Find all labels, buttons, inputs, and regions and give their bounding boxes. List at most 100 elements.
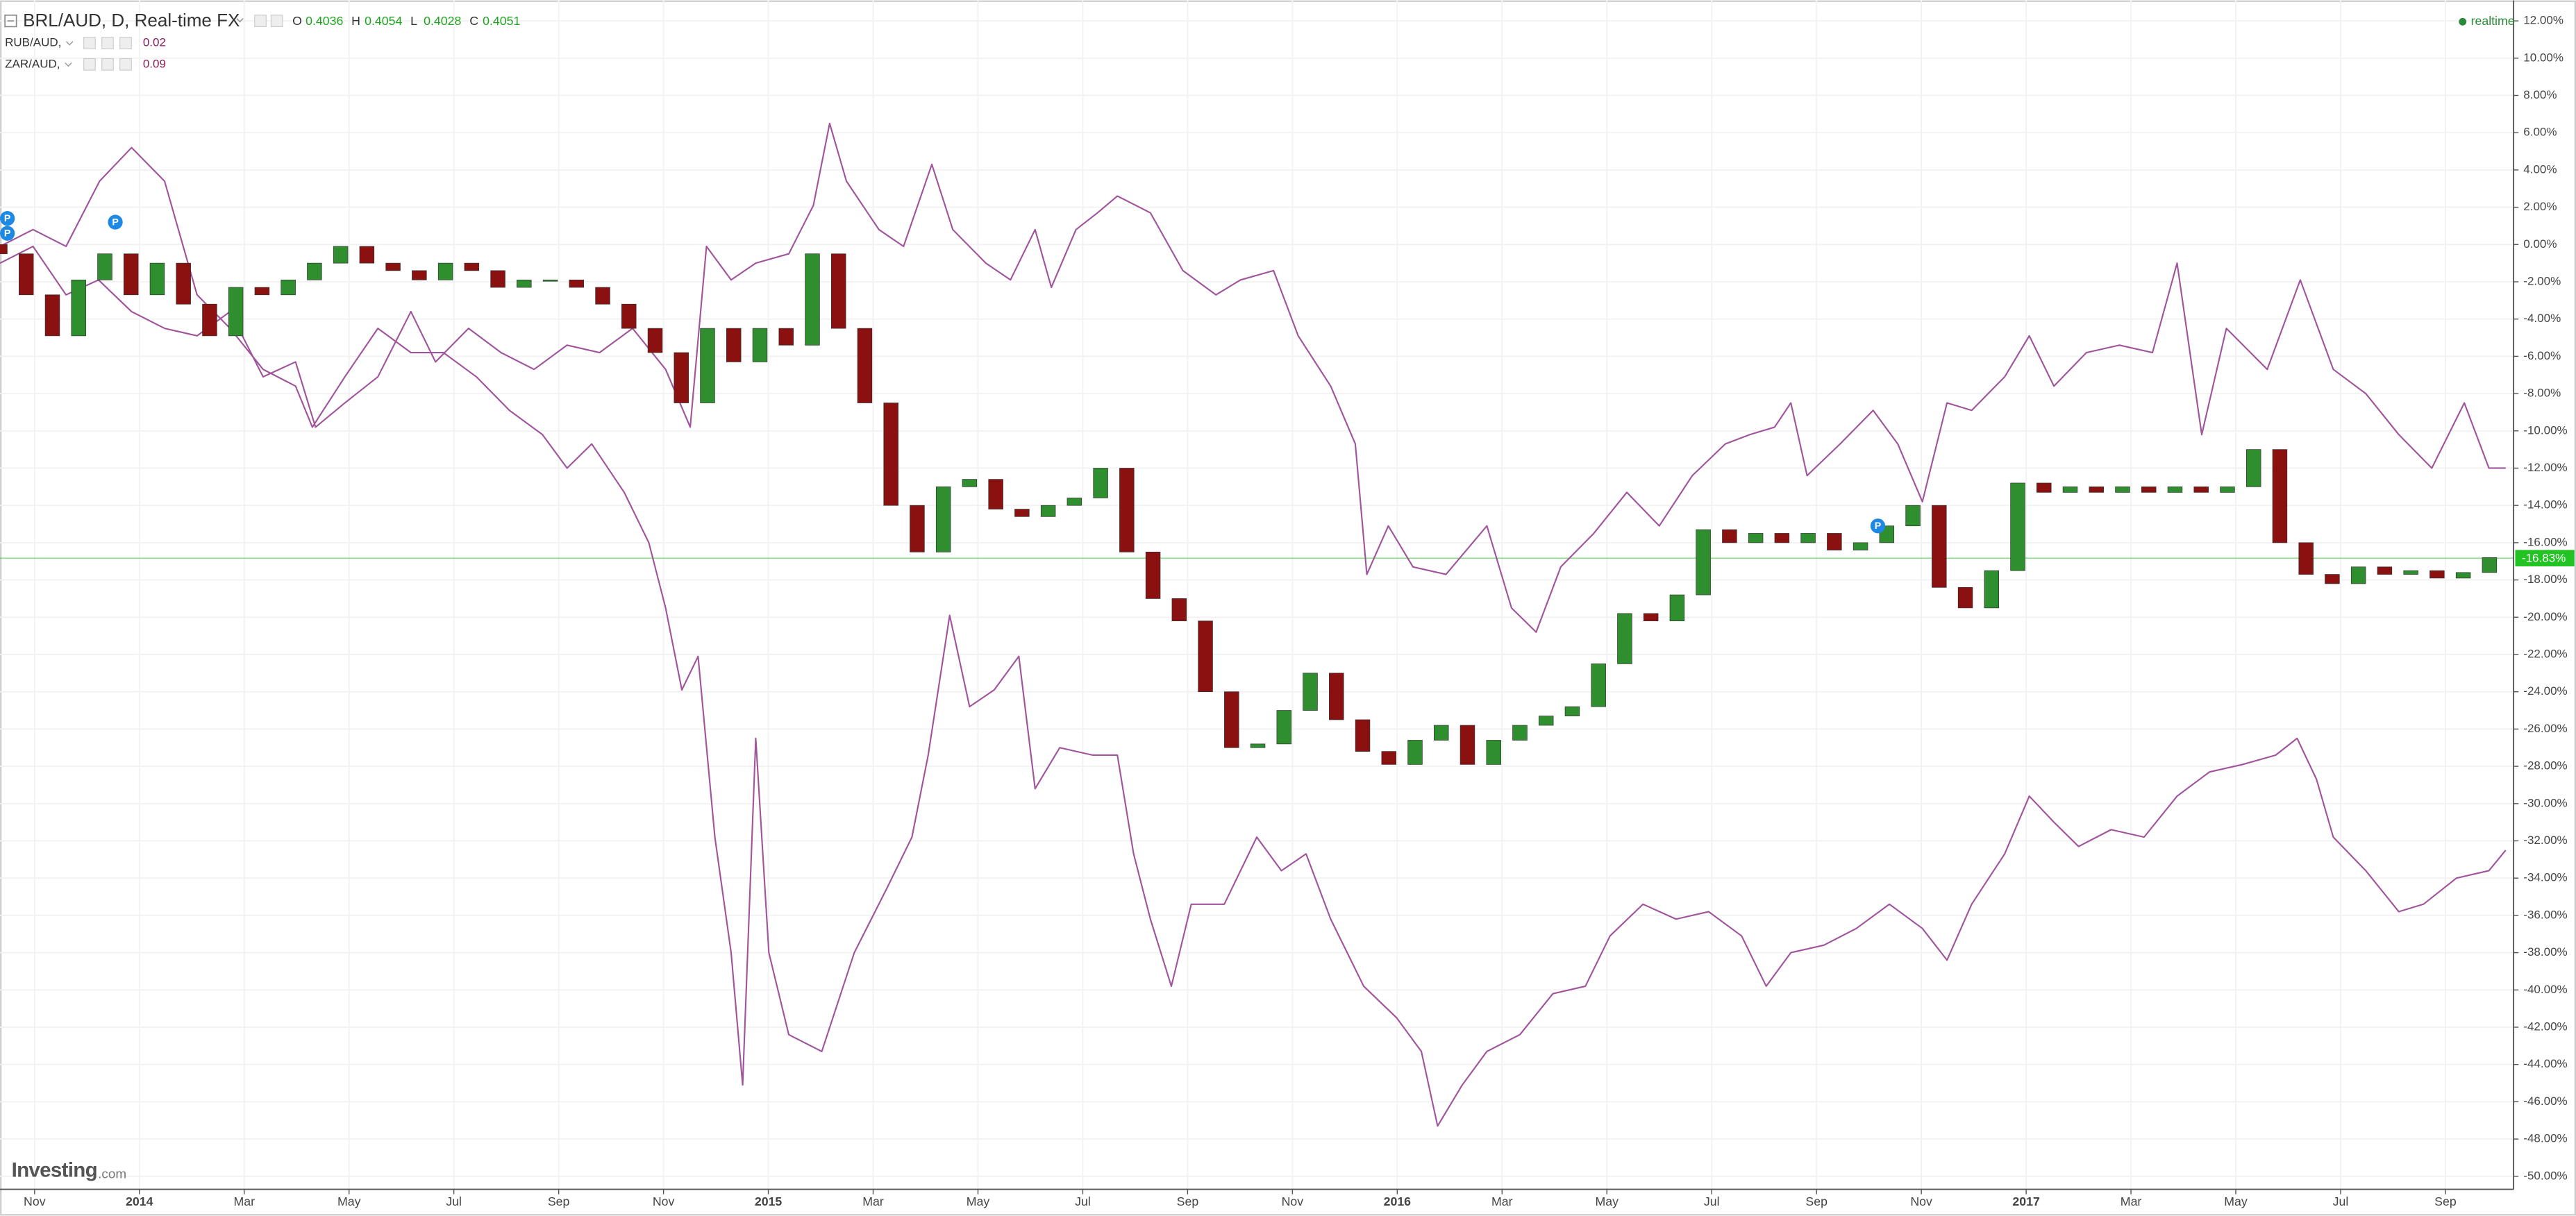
y-tick-label: -10.00% <box>2523 423 2567 437</box>
candle <box>2325 574 2340 584</box>
legend-button[interactable] <box>101 58 114 71</box>
candle <box>1486 740 1501 765</box>
legend-dropdown[interactable] <box>66 41 74 46</box>
legend-button[interactable] <box>119 37 132 49</box>
watermark-suffix: .com <box>98 1167 126 1181</box>
candle <box>307 262 322 280</box>
legend-button[interactable] <box>83 37 96 49</box>
candle <box>1145 551 1161 599</box>
x-tick-label: Sep <box>2434 1194 2457 1208</box>
event-marker[interactable] <box>0 226 15 241</box>
legend-button[interactable] <box>101 37 114 49</box>
candle <box>935 486 951 552</box>
x-tick-label: Mar <box>1491 1194 1513 1208</box>
candle <box>700 328 715 403</box>
settings-icon[interactable] <box>254 15 267 28</box>
ohlc-label: H <box>351 14 360 28</box>
y-tick-label: -4.00% <box>2523 312 2561 325</box>
x-tick-label: Nov <box>1282 1194 1304 1208</box>
candle <box>71 279 86 337</box>
candle <box>97 253 112 280</box>
y-tick-label: -50.00% <box>2523 1169 2567 1182</box>
y-tick-label: -36.00% <box>2523 908 2567 921</box>
x-tick-label: Jul <box>1075 1194 1091 1208</box>
event-marker-label: P <box>4 228 10 239</box>
y-tick-label: -30.00% <box>2523 796 2567 809</box>
candle <box>2403 570 2418 575</box>
ohlc-label: O <box>292 14 302 28</box>
y-tick-label: -18.00% <box>2523 573 2567 586</box>
x-tick-label: 2017 <box>2012 1194 2040 1208</box>
candle <box>1460 725 1475 765</box>
y-tick-label: -44.00% <box>2523 1057 2567 1070</box>
watermark-text: Investing <box>12 1158 97 1181</box>
y-tick-label: 6.00% <box>2523 126 2557 139</box>
x-tick-label: May <box>967 1194 990 1208</box>
candle <box>1407 740 1423 765</box>
x-tick-label: Sep <box>548 1194 570 1208</box>
candle <box>569 279 585 288</box>
candle <box>2167 486 2183 493</box>
ohlc-value: 0.4036 <box>306 14 343 28</box>
collapse-icon[interactable] <box>4 15 17 28</box>
candle <box>1957 586 1973 609</box>
candle <box>1119 468 1135 552</box>
candle <box>1984 570 2000 609</box>
legend-dropdown[interactable] <box>65 62 72 67</box>
y-tick-label: -14.00% <box>2523 498 2567 512</box>
y-tick-label: -2.00% <box>2523 274 2561 287</box>
y-tick-label: 2.00% <box>2523 200 2557 213</box>
candle <box>778 328 794 346</box>
x-tick-label: 2016 <box>1384 1194 1412 1208</box>
candle <box>1303 673 1318 711</box>
candle <box>1774 533 1790 543</box>
candle <box>149 262 165 296</box>
x-tick-label: Mar <box>233 1194 255 1208</box>
x-tick-label: May <box>2224 1194 2248 1208</box>
candle <box>2141 486 2157 493</box>
y-tick-label: -48.00% <box>2523 1132 2567 1145</box>
candle <box>910 505 925 552</box>
x-tick-label: Jul <box>446 1194 462 1208</box>
event-marker-label: P <box>1875 521 1881 532</box>
candle <box>1538 716 1554 726</box>
x-tick-label: 2015 <box>755 1194 783 1208</box>
candle <box>254 287 270 296</box>
event-marker[interactable] <box>1870 518 1886 534</box>
legend-button[interactable] <box>83 58 96 71</box>
candle <box>542 279 558 282</box>
candle <box>621 303 637 329</box>
candle <box>1381 751 1396 765</box>
x-tick-label: Nov <box>1910 1194 1932 1208</box>
y-tick-label: -40.00% <box>2523 983 2567 996</box>
y-tick-label: -12.00% <box>2523 461 2567 474</box>
legend-button[interactable] <box>119 58 132 71</box>
candle <box>1852 542 1868 550</box>
legend-label: RUB/AUD, <box>5 36 61 49</box>
y-tick-label: 10.00% <box>2523 51 2564 64</box>
grid <box>0 0 2514 1190</box>
event-marker[interactable] <box>108 214 123 230</box>
candle <box>2429 570 2445 579</box>
hide-icon[interactable] <box>270 15 283 28</box>
candle <box>2245 449 2261 487</box>
candle <box>1198 620 1213 693</box>
x-tick-label: Sep <box>1805 1194 1828 1208</box>
x-tick-label: Nov <box>24 1194 46 1208</box>
event-marker[interactable] <box>0 211 15 226</box>
candle <box>1512 725 1528 741</box>
candle <box>333 246 349 264</box>
candle <box>0 244 8 255</box>
y-tick-label: -42.00% <box>2523 1020 2567 1033</box>
candle <box>1591 664 1606 707</box>
status-dot <box>2459 17 2467 26</box>
dropdown-icon[interactable] <box>236 17 244 23</box>
candle <box>2272 449 2288 543</box>
event-marker-label: P <box>112 217 118 228</box>
candle <box>1800 533 1816 543</box>
candle <box>1748 533 1764 543</box>
candle <box>647 328 663 353</box>
